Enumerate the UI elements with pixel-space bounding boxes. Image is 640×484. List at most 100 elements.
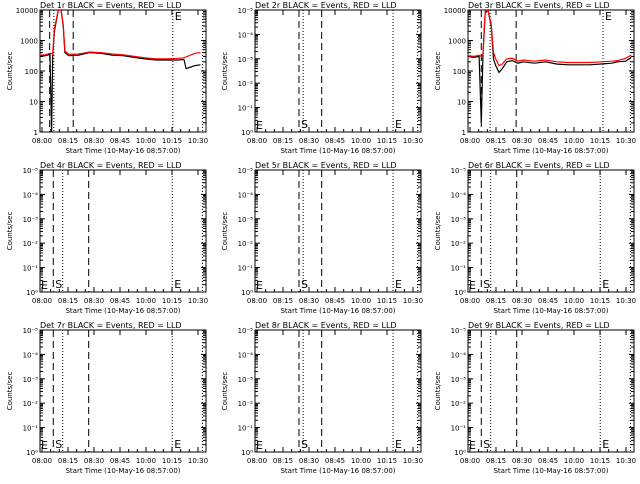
y-axis-label: Counts/sec <box>221 52 229 91</box>
marker-e-start: E <box>256 119 263 132</box>
x-tick-label: 10:30 <box>188 137 208 145</box>
y-tick-label: 10⁻⁴ <box>451 191 467 199</box>
y-tick-label: 10⁻⁵ <box>238 7 254 15</box>
marker-e-start: E <box>469 439 476 452</box>
x-tick-label: 10:00 <box>351 297 371 305</box>
x-axis-label: Start Time (10-May-16 08:57:00) <box>65 307 180 315</box>
x-tick-label: 10:30 <box>616 457 636 465</box>
plot-frame <box>39 329 207 453</box>
y-tick-label: 10000 <box>444 7 466 15</box>
x-tick-label: 10:00 <box>564 297 584 305</box>
marker-s: S <box>55 278 62 291</box>
marker-e: E <box>605 10 612 23</box>
y-tick-label: 10⁻² <box>451 240 467 248</box>
x-tick-label: 08:15 <box>58 137 78 145</box>
marker-s: S <box>301 118 308 131</box>
y-tick-label: 10⁻³ <box>451 376 467 384</box>
x-tick-label: 08:30 <box>84 457 104 465</box>
y-tick-label: 10⁻⁴ <box>451 351 467 359</box>
y-tick-label: 10⁻¹ <box>451 265 467 273</box>
x-tick-label: 10:30 <box>188 297 208 305</box>
y-axis-label: Counts/sec <box>434 372 442 411</box>
x-tick-label: 10:15 <box>377 297 397 305</box>
x-tick-label: 08:15 <box>486 137 506 145</box>
plot-frame <box>254 329 422 453</box>
x-tick-label: 10:30 <box>403 457 423 465</box>
x-tick-label: 08:15 <box>273 457 293 465</box>
y-axis-label: Counts/sec <box>6 212 14 251</box>
y-tick-label: 10⁻¹ <box>451 425 467 433</box>
x-axis-label: Start Time (10-May-16 08:57:00) <box>280 467 395 475</box>
x-tick-label: 08:30 <box>84 297 104 305</box>
x-tick-label: 08:15 <box>58 457 78 465</box>
panel-title: Det 8r BLACK = Events, RED = LLD <box>255 321 397 330</box>
x-tick-label: 08:15 <box>273 137 293 145</box>
panel-title: Det 7r BLACK = Events, RED = LLD <box>40 321 182 330</box>
marker-e-start: E <box>256 439 263 452</box>
marker-s: S <box>301 278 308 291</box>
y-tick-label: 100 <box>25 68 38 76</box>
y-tick-label: 10⁰ <box>454 449 466 457</box>
x-axis-label: Start Time (10-May-16 08:57:00) <box>493 147 608 155</box>
x-tick-label: 08:30 <box>299 297 319 305</box>
y-tick-label: 10⁻¹ <box>23 425 39 433</box>
x-tick-label: 08:00 <box>247 137 267 145</box>
panel-title: Det 9r BLACK = Events, RED = LLD <box>468 321 610 330</box>
marker-e-start: E <box>41 439 48 452</box>
y-tick-label: 100 <box>453 68 466 76</box>
series-lld-line <box>39 9 201 60</box>
y-tick-label: 10⁻³ <box>238 216 254 224</box>
x-tick-label: 08:00 <box>247 457 267 465</box>
x-tick-label: 10:15 <box>162 137 182 145</box>
y-tick-label: 10000 <box>16 7 38 15</box>
marker-e: E <box>395 438 402 451</box>
detector-panel-6: Det 6r BLACK = Events, RED = LLD 10⁰ 10⁻¹ 1… <box>434 161 636 315</box>
y-tick-label: 10⁻⁵ <box>23 327 39 335</box>
detector-panel-8: Det 8r BLACK = Events, RED = LLD 10⁰ 10⁻¹ 1… <box>221 321 423 475</box>
y-tick-label: 10⁻² <box>23 400 39 408</box>
y-tick-label: 10⁰ <box>26 449 38 457</box>
marker-e: E <box>602 438 609 451</box>
y-tick-label: 10⁻² <box>238 400 254 408</box>
marker-e-start: E <box>256 279 263 292</box>
x-axis-label: Start Time (10-May-16 08:57:00) <box>493 307 608 315</box>
x-tick-label: 08:00 <box>32 457 52 465</box>
y-tick-label: 10⁰ <box>241 289 253 297</box>
x-tick-label: 08:45 <box>325 297 345 305</box>
y-tick-label: 10⁻⁴ <box>23 351 39 359</box>
x-tick-label: 08:00 <box>32 297 52 305</box>
x-tick-label: 10:15 <box>377 137 397 145</box>
x-axis-label: Start Time (10-May-16 08:57:00) <box>280 147 395 155</box>
x-tick-label: 10:15 <box>162 297 182 305</box>
x-tick-label: 08:00 <box>460 137 480 145</box>
x-tick-label: 10:30 <box>403 137 423 145</box>
x-tick-label: 08:45 <box>325 457 345 465</box>
x-axis-label: Start Time (10-May-16 08:57:00) <box>65 147 180 155</box>
x-tick-label: 10:00 <box>351 137 371 145</box>
x-tick-label: 10:15 <box>590 137 610 145</box>
y-tick-label: 10⁻³ <box>451 216 467 224</box>
y-tick-label: 10⁻⁴ <box>238 191 254 199</box>
marker-e: E <box>174 438 181 451</box>
y-tick-label: 10⁻⁴ <box>238 351 254 359</box>
x-tick-label: 08:30 <box>299 457 319 465</box>
x-tick-label: 10:15 <box>162 457 182 465</box>
detector-panel-5: Det 5r BLACK = Events, RED = LLD 10⁰ 10⁻¹ 1… <box>221 161 423 315</box>
y-tick-label: 10⁻² <box>451 400 467 408</box>
y-tick-label: 10⁻¹ <box>23 265 39 273</box>
x-tick-label: 08:45 <box>538 297 558 305</box>
y-tick-label: 10⁰ <box>26 289 38 297</box>
series-lld-line <box>467 9 632 67</box>
x-tick-label: 08:30 <box>299 137 319 145</box>
y-tick-label: 1 <box>34 129 38 137</box>
x-tick-label: 08:30 <box>512 297 532 305</box>
detector-panel-7: Det 7r BLACK = Events, RED = LLD 10⁰ 10⁻¹ 1… <box>6 321 208 475</box>
y-axis-label: Counts/sec <box>6 372 14 411</box>
y-tick-label: 10⁻³ <box>238 376 254 384</box>
y-axis-label: Counts/sec <box>434 212 442 251</box>
y-axis-label: Counts/sec <box>6 52 14 91</box>
x-axis-label: Start Time (10-May-16 08:57:00) <box>280 307 395 315</box>
y-tick-label: 1000 <box>20 38 38 46</box>
